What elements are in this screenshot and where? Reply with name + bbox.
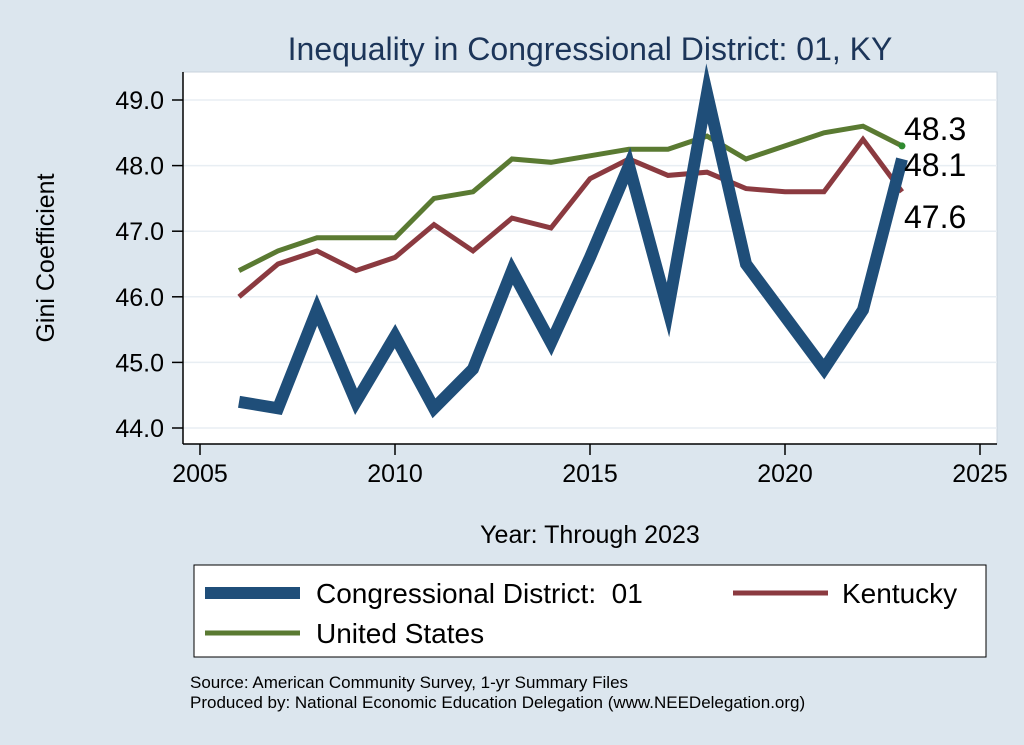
chart-title: Inequality in Congressional District: 01… bbox=[288, 31, 893, 67]
series-lines bbox=[237, 63, 908, 419]
us-end-marker bbox=[898, 142, 906, 150]
y-tick-label: 47.0 bbox=[115, 218, 164, 246]
x-tick-label: 2015 bbox=[562, 460, 618, 488]
legend-label-kentucky: Kentucky bbox=[842, 578, 957, 609]
x-tick-label: 2025 bbox=[952, 460, 1008, 488]
series-line-district bbox=[238, 63, 908, 419]
y-tick-label: 49.0 bbox=[115, 87, 164, 115]
source-line: Source: American Community Survey, 1-yr … bbox=[190, 673, 628, 692]
x-tick-label: 2010 bbox=[367, 460, 423, 488]
x-axis-title: Year: Through 2023 bbox=[480, 521, 700, 549]
y-tick-label: 45.0 bbox=[115, 349, 164, 377]
y-tick-label: 48.0 bbox=[115, 153, 164, 181]
end-labels: 48.348.1 47.6 bbox=[898, 111, 966, 235]
y-tick-label: 46.0 bbox=[115, 284, 164, 312]
kentucky-end-label: 47.6 bbox=[904, 199, 966, 235]
x-tick-label: 2005 bbox=[172, 460, 228, 488]
axes: 44.0 45.0 46.0 47.0 48.0 49.0 2005 2010 2015 2020… bbox=[115, 72, 1008, 488]
y-axis-title: Gini Coefficient bbox=[32, 173, 60, 342]
legend-label-district: Congressional District: 01 bbox=[316, 578, 643, 609]
produced-by-line: Produced by: National Economic Education… bbox=[190, 693, 805, 712]
series-line-kentucky bbox=[237, 135, 905, 299]
legend: Congressional District: 01 Kentucky Unit… bbox=[193, 564, 987, 658]
legend-box bbox=[193, 564, 987, 658]
series-line-us bbox=[237, 123, 904, 273]
gridlines bbox=[183, 99, 997, 429]
x-tick-label: 2020 bbox=[757, 460, 813, 488]
us-end-label: 48.3 bbox=[904, 111, 966, 147]
legend-label-us: United States bbox=[316, 618, 484, 649]
district-end-label: 48.1 bbox=[904, 147, 966, 183]
y-tick-label: 44.0 bbox=[115, 415, 164, 443]
